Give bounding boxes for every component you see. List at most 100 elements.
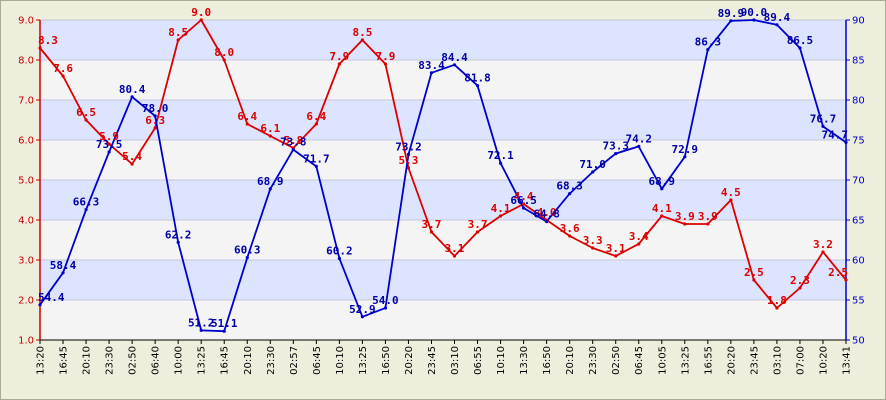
plot-band bbox=[40, 60, 846, 100]
blue-data-label: 60.2 bbox=[326, 244, 353, 257]
red-series-point bbox=[84, 118, 88, 122]
red-data-label: 7.9 bbox=[375, 50, 395, 63]
blue-data-label: 83.4 bbox=[418, 59, 445, 72]
left-axis-tick-label: 9.0 bbox=[18, 16, 34, 27]
red-data-label: 4.4 bbox=[514, 190, 534, 203]
red-series-point bbox=[660, 214, 664, 218]
red-series-point bbox=[729, 198, 733, 202]
blue-data-label: 68.9 bbox=[649, 175, 676, 188]
red-data-label: 5.8 bbox=[283, 134, 303, 147]
red-data-label: 3.1 bbox=[606, 242, 626, 255]
blue-data-label: 60.3 bbox=[234, 244, 261, 257]
blue-data-label: 89.4 bbox=[764, 11, 791, 24]
red-series-point bbox=[61, 74, 65, 78]
left-axis-tick-label: 1.0 bbox=[18, 336, 34, 347]
blue-data-label: 52.9 bbox=[349, 303, 376, 316]
x-axis-tick-label: 02:57 bbox=[289, 346, 300, 375]
x-axis-tick-label: 20:10 bbox=[243, 346, 254, 375]
x-axis-tick-label: 20:20 bbox=[726, 346, 737, 375]
right-axis-tick-label: 55 bbox=[852, 296, 865, 307]
x-axis-tick-label: 13:25 bbox=[358, 346, 369, 375]
red-series-line bbox=[39, 19, 847, 309]
red-data-label: 8.0 bbox=[214, 46, 234, 59]
red-series-point bbox=[614, 254, 618, 258]
blue-series-point bbox=[245, 256, 249, 260]
red-data-label: 6.4 bbox=[237, 110, 257, 123]
blue-series-point bbox=[383, 306, 388, 310]
blue-data-label: 68.3 bbox=[556, 180, 583, 193]
x-axis-tick-label: 03:10 bbox=[772, 346, 783, 375]
blue-series-point bbox=[545, 220, 549, 224]
blue-data-label: 78.0 bbox=[142, 102, 169, 115]
blue-series-point bbox=[752, 18, 756, 22]
blue-series-point bbox=[637, 144, 641, 148]
blue-data-label: 73.2 bbox=[395, 140, 422, 153]
red-data-label: 3.4 bbox=[629, 230, 649, 243]
blue-data-label: 51.2 bbox=[188, 316, 215, 329]
left-axis-tick-label: 7.0 bbox=[18, 96, 34, 107]
x-axis-tick-label: 03:10 bbox=[450, 346, 461, 375]
red-data-label: 7.6 bbox=[53, 62, 73, 75]
left-axis-tick-label: 6.0 bbox=[18, 136, 34, 147]
left-axis-tick-label: 4.0 bbox=[18, 216, 34, 227]
blue-series-point bbox=[729, 19, 733, 23]
x-axis-tick-label: 20:10 bbox=[82, 346, 93, 375]
x-axis-tick-label: 13:25 bbox=[197, 346, 208, 375]
red-series-point bbox=[268, 134, 272, 138]
x-axis-tick-label: 13:41 bbox=[842, 346, 853, 375]
blue-data-label: 74.7 bbox=[822, 128, 849, 141]
blue-series-point bbox=[683, 155, 687, 159]
x-axis-tick-label: 13:30 bbox=[519, 346, 530, 375]
red-data-label: 6.3 bbox=[145, 114, 165, 127]
blue-series-point bbox=[222, 329, 226, 333]
blue-data-label: 90.0 bbox=[741, 6, 768, 19]
x-axis-tick-label: 10:05 bbox=[657, 346, 668, 375]
blue-data-label: 76.7 bbox=[810, 112, 837, 125]
red-series-point bbox=[637, 242, 641, 246]
red-data-label: 6.1 bbox=[260, 122, 280, 135]
red-series-point bbox=[775, 306, 779, 310]
red-series-point bbox=[314, 122, 318, 126]
blue-series-point bbox=[38, 303, 42, 307]
blue-data-label: 71.7 bbox=[303, 152, 330, 165]
blue-data-label: 73.8 bbox=[280, 136, 307, 149]
blue-series-point bbox=[475, 84, 480, 88]
red-series-point bbox=[452, 254, 457, 258]
blue-series-point bbox=[614, 152, 618, 156]
left-axis-tick-label: 8.0 bbox=[18, 56, 34, 67]
blue-series-point bbox=[522, 206, 526, 210]
red-data-label: 5.9 bbox=[99, 130, 119, 143]
red-series-point bbox=[568, 234, 572, 238]
blue-series-point bbox=[844, 140, 848, 144]
red-data-label: 3.3 bbox=[583, 234, 603, 247]
blue-series-point bbox=[337, 256, 341, 260]
right-axis-tick-label: 50 bbox=[852, 336, 865, 347]
blue-series-point bbox=[660, 187, 664, 191]
red-data-label: 4.5 bbox=[721, 186, 741, 199]
blue-data-label: 54.0 bbox=[372, 294, 399, 307]
red-series-point bbox=[199, 18, 203, 22]
blue-series-point bbox=[406, 152, 411, 156]
right-axis-tick-label: 80 bbox=[852, 96, 865, 107]
x-axis-tick-label: 20:10 bbox=[565, 346, 576, 375]
x-axis-tick-label: 16:55 bbox=[703, 346, 714, 375]
plot-band bbox=[40, 220, 846, 260]
x-axis-tick-label: 06:45 bbox=[312, 346, 323, 375]
x-axis-tick-label: 16:50 bbox=[381, 346, 392, 375]
blue-series-point bbox=[153, 114, 157, 118]
blue-series-point bbox=[429, 71, 434, 75]
x-axis-tick-label: 02:50 bbox=[128, 346, 139, 375]
blue-series-line bbox=[39, 19, 847, 333]
red-data-label: 3.6 bbox=[560, 222, 580, 235]
plot-band bbox=[40, 140, 846, 180]
blue-series-point bbox=[360, 315, 364, 319]
x-axis-tick-label: 10:10 bbox=[496, 346, 507, 375]
red-series-point bbox=[107, 142, 111, 146]
blue-series-point bbox=[199, 328, 203, 332]
blue-data-label: 71.0 bbox=[579, 158, 606, 171]
x-axis-tick-label: 23:45 bbox=[427, 346, 438, 375]
x-axis-tick-label: 16:45 bbox=[59, 346, 70, 375]
left-axis-tick-label: 2.0 bbox=[18, 296, 34, 307]
x-axis-tick-label: 13:25 bbox=[680, 346, 691, 375]
red-data-label: 5.4 bbox=[122, 150, 142, 163]
